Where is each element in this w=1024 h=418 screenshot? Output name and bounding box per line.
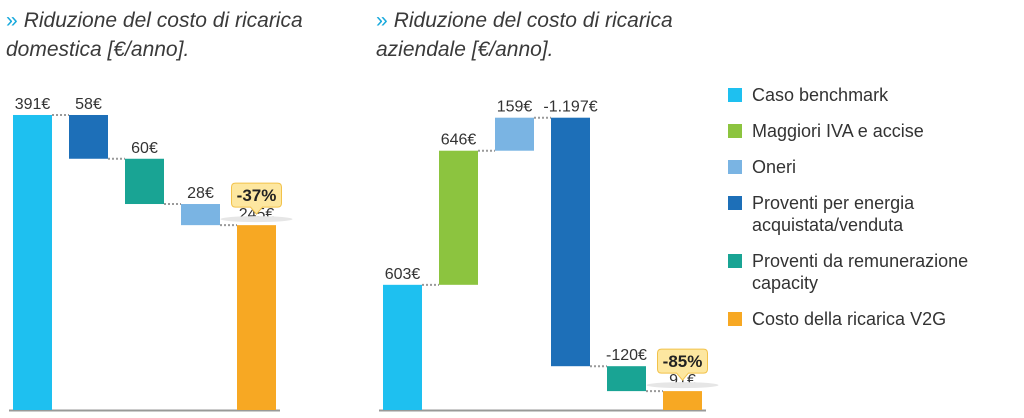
legend-swatch — [728, 124, 742, 138]
legend-swatch — [728, 312, 742, 326]
waterfall-bar — [383, 284, 422, 410]
badge-text: -37% — [237, 186, 277, 205]
waterfall-bar — [439, 150, 478, 285]
data-label: 391€ — [15, 96, 51, 113]
chart-title-domestic: » Riduzione del costo di ricarica domesti… — [6, 6, 346, 64]
legend-swatch — [728, 160, 742, 174]
legend-label: Oneri — [752, 157, 797, 177]
waterfall-bar — [69, 114, 108, 159]
badge-shape — [231, 182, 282, 215]
title-marker: » — [6, 9, 18, 32]
data-label: 58€ — [75, 96, 102, 113]
legend-item: Caso benchmark — [728, 84, 1020, 106]
data-label: -1.197€ — [543, 99, 597, 116]
waterfall-bar — [125, 158, 164, 205]
legend-item: Proventi da remunerazione capacity — [728, 250, 1020, 294]
legend-label: Caso benchmark — [752, 85, 889, 105]
legend-label: Costo della ricarica V2G — [752, 309, 947, 329]
data-label: 60€ — [131, 140, 158, 157]
waterfall-bar — [181, 204, 220, 226]
legend-swatch — [728, 254, 742, 268]
legend-swatch — [728, 196, 742, 210]
legend-swatch — [728, 88, 742, 102]
data-label: 603€ — [385, 266, 421, 283]
percentage-badge: -37% — [220, 182, 293, 223]
chart-title-domestic-text: Riduzione del costo di ricarica domestic… — [6, 9, 303, 61]
title-marker: » — [376, 9, 388, 32]
waterfall-bar — [13, 114, 52, 410]
waterfall-chart-business: 603€646€159€-1.197€-120€91€-85% — [379, 99, 719, 412]
chart-title-business-text: Riduzione del costo di ricarica aziendal… — [376, 9, 673, 61]
waterfall-bar — [551, 117, 590, 367]
badge-shape — [657, 348, 708, 381]
legend-item: Costo della ricarica V2G — [728, 308, 1020, 330]
waterfall-bar — [607, 366, 646, 392]
chart-title-business: » Riduzione del costo di ricarica azienda… — [376, 6, 716, 64]
badge-text: -85% — [663, 352, 703, 371]
waterfall-bar — [663, 391, 702, 410]
waterfall-chart-domestic: 391€58€60€28€245€-37% — [9, 96, 293, 412]
data-label: -120€ — [606, 347, 647, 364]
data-label: 28€ — [187, 185, 214, 202]
legend-item: Proventi per energia acquistata/venduta — [728, 192, 1020, 236]
percentage-badge: -85% — [646, 348, 719, 389]
data-label: 159€ — [497, 99, 533, 116]
badge-shadow — [646, 382, 719, 389]
legend-item: Oneri — [728, 156, 1020, 178]
waterfall-bar — [495, 117, 534, 151]
legend-label: Proventi per energia acquistata/venduta — [752, 193, 915, 235]
data-label: 646€ — [441, 132, 477, 149]
legend-label: Proventi da remunerazione capacity — [752, 251, 969, 293]
badge-shadow — [220, 216, 293, 223]
waterfall-bar — [237, 225, 276, 410]
legend-item: Maggiori IVA e accise — [728, 120, 1020, 142]
legend-label: Maggiori IVA e accise — [752, 121, 924, 141]
chart-legend: Caso benchmark Maggiori IVA e accise Oneri… — [728, 84, 1020, 344]
